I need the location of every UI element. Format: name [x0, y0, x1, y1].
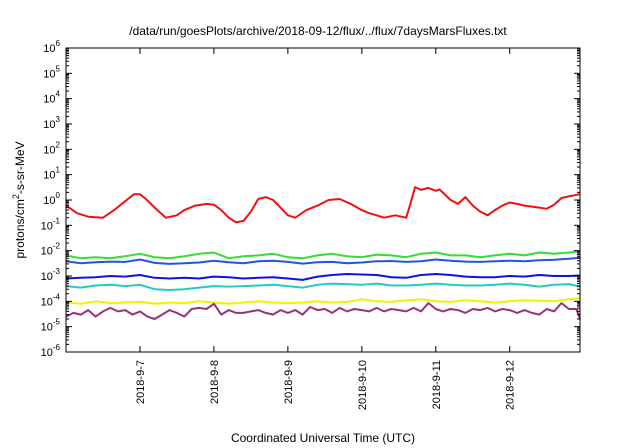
y-tick-label-base: 10	[43, 43, 55, 55]
series-line-3	[65, 256, 581, 265]
y-axis: 10-610-510-410-310-210-11001011021031041…	[41, 39, 580, 359]
y-tick-label-exp: 5	[56, 64, 61, 73]
y-axis-label-sup: 2	[11, 194, 21, 199]
y-tick-label-exp: 2	[56, 140, 61, 149]
y-tick-label: 106	[43, 39, 60, 55]
y-tick-label: 103	[43, 115, 60, 131]
y-tick-label-exp: 0	[56, 191, 61, 200]
y-tick-label-exp: -5	[53, 318, 61, 327]
y-tick-label-base: 10	[41, 271, 53, 283]
y-tick-label-exp: 3	[56, 115, 61, 124]
y-tick-label-exp: -2	[53, 242, 61, 251]
x-tick-label: 2018-9-12	[505, 360, 517, 410]
y-tick-label-exp: -4	[53, 292, 61, 301]
y-tick-label-base: 10	[43, 94, 55, 106]
y-tick-label-base: 10	[41, 347, 53, 359]
y-tick-label-exp: -3	[53, 267, 61, 276]
y-tick-label-exp: 4	[56, 90, 61, 99]
x-axis-label: Coordinated Universal Time (UTC)	[231, 431, 415, 445]
y-tick-label-exp: -1	[53, 216, 61, 225]
x-axis: 2018-9-7 2018-9-8 2018-9-9 2018-9-10 2018-9-…	[135, 48, 517, 410]
x-tick-label: 2018-9-11	[431, 360, 443, 409]
y-tick-label: 101	[43, 166, 60, 182]
y-tick-label: 10-6	[41, 343, 61, 359]
y-tick-label-exp: 1	[56, 166, 61, 175]
y-tick-label-base: 10	[43, 144, 55, 156]
y-tick-label: 105	[43, 64, 60, 80]
series-line-4	[65, 273, 581, 281]
series-line-6	[65, 297, 581, 305]
y-tick-label-base: 10	[43, 195, 55, 207]
y-tick-label: 10-4	[41, 292, 61, 308]
y-tick-label-base: 10	[41, 322, 53, 334]
y-axis-label: protons/cm2-s-sr-MeV	[11, 141, 27, 258]
y-tick-label: 10-3	[41, 267, 61, 283]
y-axis-label-base: protons/cm	[13, 199, 27, 258]
x-tick-label: 2018-9-8	[209, 360, 221, 404]
y-tick-label: 10-1	[41, 216, 61, 232]
series-line-1	[65, 186, 581, 224]
x-tick-label: 2018-9-7	[135, 360, 147, 404]
y-tick-label-exp: 6	[56, 39, 61, 48]
y-axis-label-tail: -s-sr-MeV	[13, 141, 27, 194]
y-tick-label-base: 10	[41, 220, 53, 232]
series-line-7	[65, 302, 581, 320]
y-tick-label: 100	[43, 191, 60, 207]
y-tick-label: 102	[43, 140, 60, 156]
series-line-5	[65, 282, 581, 291]
y-tick-label-base: 10	[41, 296, 53, 308]
y-tick-label: 104	[43, 90, 60, 106]
y-tick-label-base: 10	[41, 246, 53, 258]
y-tick-label-exp: -6	[53, 343, 61, 352]
y-tick-label-base: 10	[43, 170, 55, 182]
chart-title: /data/run/goesPlots/archive/2018-09-12/f…	[129, 24, 507, 38]
y-tick-label: 10-5	[41, 318, 61, 334]
x-tick-label: 2018-9-9	[283, 360, 295, 404]
series-line-2	[65, 250, 581, 260]
y-tick-label: 10-2	[41, 242, 61, 258]
y-tick-label-base: 10	[43, 68, 55, 80]
series-layer	[65, 186, 581, 320]
y-tick-label-base: 10	[43, 119, 55, 131]
plot-frame	[65, 47, 581, 353]
x-tick-label: 2018-9-10	[357, 360, 369, 410]
